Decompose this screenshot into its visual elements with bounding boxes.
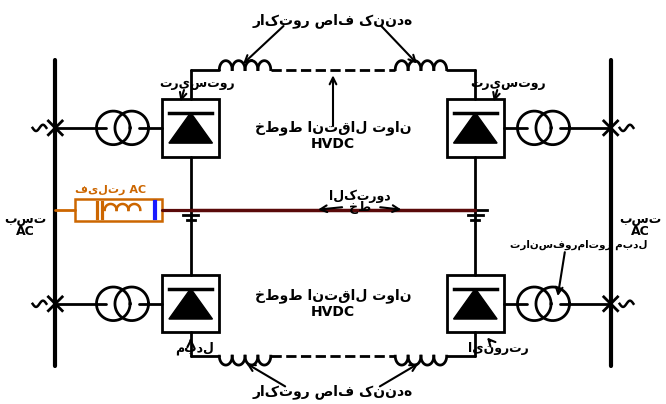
Text: AC: AC — [631, 225, 650, 238]
Text: خط: خط — [348, 202, 371, 215]
Polygon shape — [169, 113, 212, 143]
Bar — [162, 99, 219, 156]
Polygon shape — [454, 113, 497, 143]
Text: بست: بست — [5, 213, 47, 226]
Text: تریستور: تریستور — [470, 77, 545, 90]
Text: اینورتر: اینورتر — [468, 342, 528, 355]
Bar — [447, 275, 504, 332]
Polygon shape — [454, 288, 497, 319]
Bar — [447, 99, 504, 156]
Text: ترانسفورماتور مبدل: ترانسفورماتور مبدل — [510, 240, 648, 250]
Text: راکتور صاف کننده: راکتور صاف کننده — [253, 384, 413, 399]
Text: خطوط انتقال توان
HVDC: خطوط انتقال توان HVDC — [254, 288, 412, 319]
Text: فیلتر AC: فیلتر AC — [75, 185, 147, 195]
Text: AC: AC — [16, 225, 35, 238]
Text: بست: بست — [619, 213, 661, 226]
Bar — [75, 199, 162, 221]
Polygon shape — [169, 288, 212, 319]
Text: تریستور: تریستور — [159, 77, 234, 90]
Text: الکترود: الکترود — [329, 189, 390, 203]
Text: خطوط انتقال توان
HVDC: خطوط انتقال توان HVDC — [254, 120, 412, 151]
Text: مبدل: مبدل — [175, 341, 214, 355]
Text: راکتور صاف کننده: راکتور صاف کننده — [253, 13, 413, 27]
Bar — [162, 275, 219, 332]
